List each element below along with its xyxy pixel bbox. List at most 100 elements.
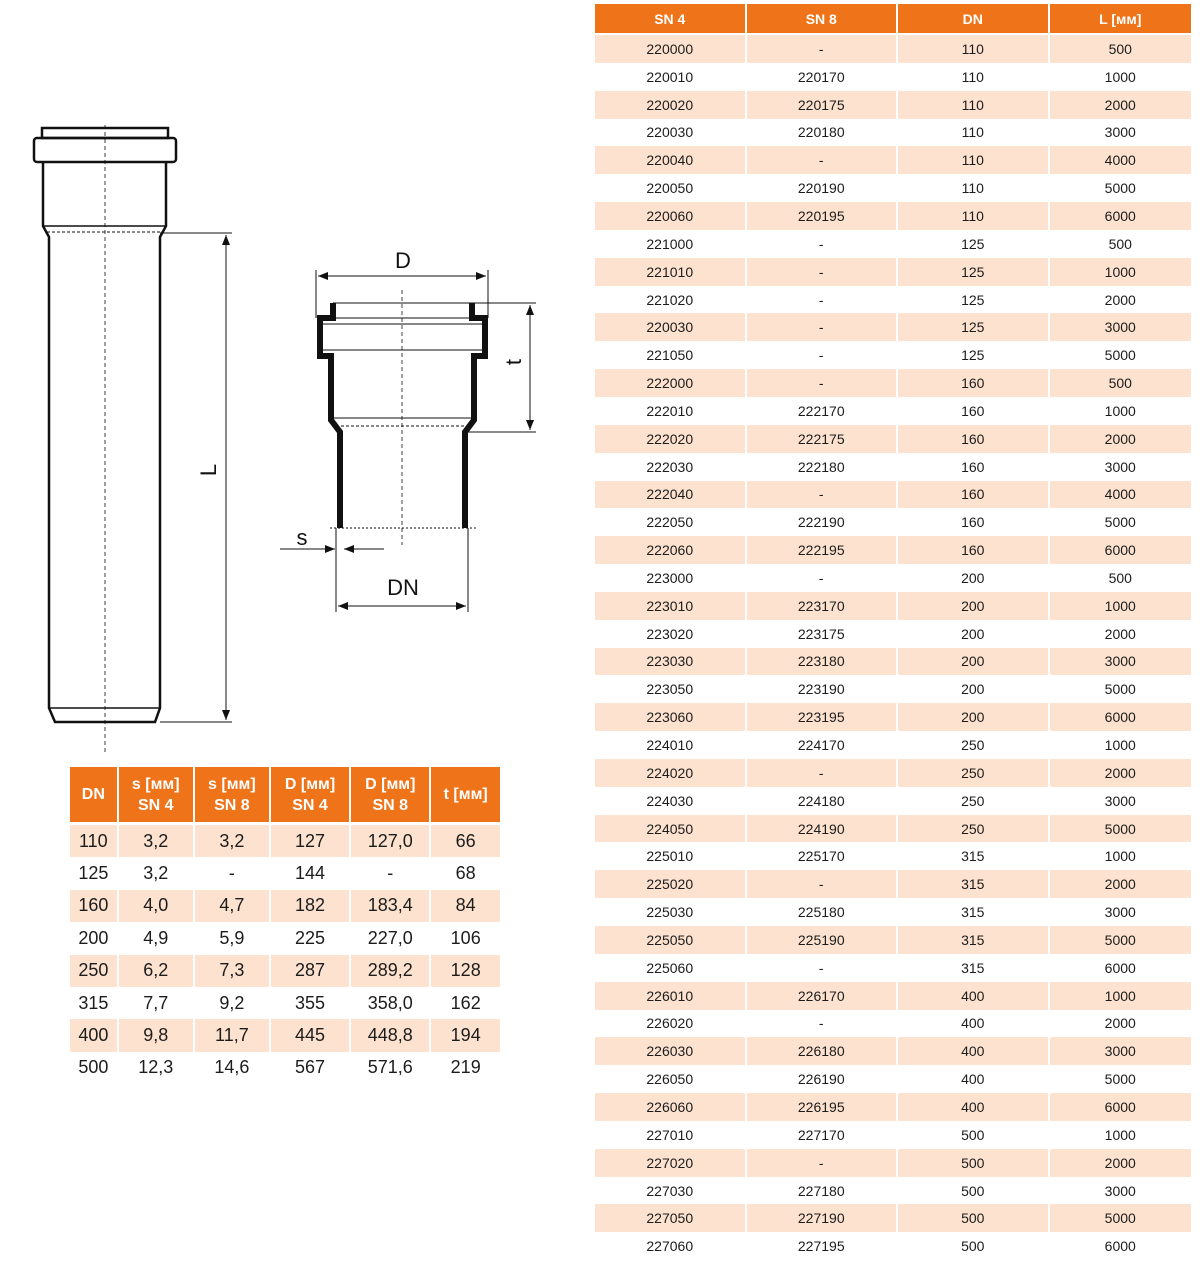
table-cell: 3000 (1104, 124, 1136, 141)
nominal-diameter-label: DN (387, 575, 419, 600)
column-header-line: D [мм] (365, 775, 416, 793)
table-cell: 200 (898, 703, 1048, 732)
table-cell: 221010 (595, 257, 745, 286)
table-cell: 500 (1049, 35, 1191, 63)
table-cell: 227180 (797, 1182, 845, 1199)
table-cell: - (746, 480, 896, 509)
table-cell: 500 (898, 1148, 1048, 1177)
table-cell: 400 (70, 1019, 117, 1052)
table-cell: 144 (295, 863, 326, 884)
table-cell: 571,6 (367, 1057, 413, 1078)
column-header-line: D [мм] (284, 775, 336, 793)
pipe-side-view (32, 125, 178, 752)
table-cell: - (746, 758, 896, 787)
table-cell: 222170 (797, 402, 845, 419)
table-cell: 250 (961, 737, 985, 754)
table-cell: 220180 (797, 124, 845, 141)
outer-diameter-label: D (395, 248, 411, 273)
column-header: D [мм] SN 4 (270, 767, 350, 825)
table-cell: 6000 (1049, 536, 1191, 565)
table-cell: 500 (961, 1182, 985, 1199)
table-cell: - (818, 1015, 824, 1032)
table-cell: 128 (431, 954, 500, 987)
table-cell: 200 (961, 681, 985, 698)
table-cell: 226010 (595, 981, 745, 1010)
table-cell: 6,2 (118, 954, 193, 987)
table-row: 200 4,9 5,9 225 227,0 106 (70, 922, 500, 954)
table-cell: 225030 (646, 904, 694, 921)
wall-thickness-label: s (297, 525, 308, 550)
table-cell: 12,3 (138, 1057, 174, 1078)
table-cell: - (746, 870, 896, 899)
table-cell: 2000 (1049, 424, 1191, 453)
table-row: 227030 227180 500 3000 (595, 1177, 1191, 1205)
column-header-line: SN 8 (214, 796, 250, 814)
table-cell: 220020 (595, 90, 745, 119)
table-cell: 315 (898, 926, 1048, 954)
table-row: 220010 220170 110 1000 (595, 63, 1191, 91)
table-cell: - (746, 313, 896, 342)
table-cell: 6000 (1049, 202, 1191, 230)
table-cell: 160 (898, 369, 1048, 397)
table-cell: 1000 (1104, 402, 1136, 419)
table-cell: 6000 (1104, 959, 1136, 976)
table-cell: 287 (270, 954, 350, 987)
table-cell: 125 (78, 863, 109, 884)
table-row: 224010 224170 250 1000 (595, 731, 1191, 759)
table-row: 226020 - 400 2000 (595, 1010, 1191, 1038)
column-header: s [мм] SN 8 (194, 767, 269, 825)
table-cell: 222190 (797, 514, 845, 531)
table-cell: 2000 (1104, 291, 1136, 308)
table-cell: 500 (961, 1126, 985, 1143)
table-cell: - (746, 257, 896, 286)
table-cell: 1000 (1104, 848, 1136, 865)
table-cell: - (818, 959, 824, 976)
table-cell: 5000 (1104, 347, 1136, 364)
table-row: 220000-110 500 (595, 35, 1191, 63)
table-cell: 250 (898, 758, 1048, 787)
table-cell: 225 (295, 927, 326, 948)
table-cell: 9,2 (219, 992, 245, 1013)
table-cell: 2000 (1049, 90, 1191, 119)
table-cell: - (228, 863, 235, 884)
table-cell: 160 (898, 536, 1048, 565)
table-cell: 224180 (797, 792, 845, 809)
table-row: 221050 - 125 5000 (595, 341, 1191, 369)
table-row: 224030 224180 250 3000 (595, 787, 1191, 815)
table-cell: 226060 (595, 1093, 745, 1121)
table-row: 223060 223195 200 6000 (595, 703, 1191, 732)
table-cell: 222175 (746, 424, 896, 453)
table-cell: 315 (961, 904, 985, 921)
table-row: 225030 225180 315 3000 (595, 898, 1191, 926)
table-row: 220030 220180 110 3000 (595, 119, 1191, 147)
table-cell: 500 (961, 1238, 985, 1255)
table-cell: 11,7 (194, 1019, 269, 1052)
table-cell: 223030 (595, 647, 745, 676)
table-cell: 3000 (1049, 647, 1191, 676)
table-row: 222040-160 4000 (595, 480, 1191, 509)
column-header: DN (70, 767, 117, 825)
table-cell: 125 (961, 235, 985, 252)
table-row: 500 12,3 14,6 567 571,6 219 (70, 1052, 500, 1084)
table-cell: 224190 (746, 814, 896, 843)
table-row: 225050 225190 315 5000 (595, 926, 1191, 954)
table-cell: 3000 (1104, 792, 1136, 809)
table-cell: 220190 (797, 180, 845, 197)
table-cell: 68 (455, 863, 476, 884)
table-cell: 9,8 (118, 1019, 193, 1052)
table-cell: - (746, 1148, 896, 1177)
table-cell: 221000 (646, 235, 694, 252)
table-cell: 5000 (1104, 1071, 1136, 1088)
table-cell: 3,2 (118, 825, 193, 858)
table-cell: 567 (295, 1057, 326, 1078)
table-cell: 125 (961, 291, 985, 308)
table-cell: 200 (961, 625, 985, 642)
socket-depth-dimension (465, 302, 536, 433)
table-cell: 355 (295, 992, 326, 1013)
table-cell: 225190 (746, 926, 896, 954)
table-row: 225010 225170 315 1000 (595, 842, 1191, 870)
table-cell: 223195 (746, 703, 896, 732)
table-cell: 222060 (595, 536, 745, 565)
table-row: 220020 220175 110 2000 (595, 90, 1191, 119)
table-cell: 225060 (646, 959, 694, 976)
